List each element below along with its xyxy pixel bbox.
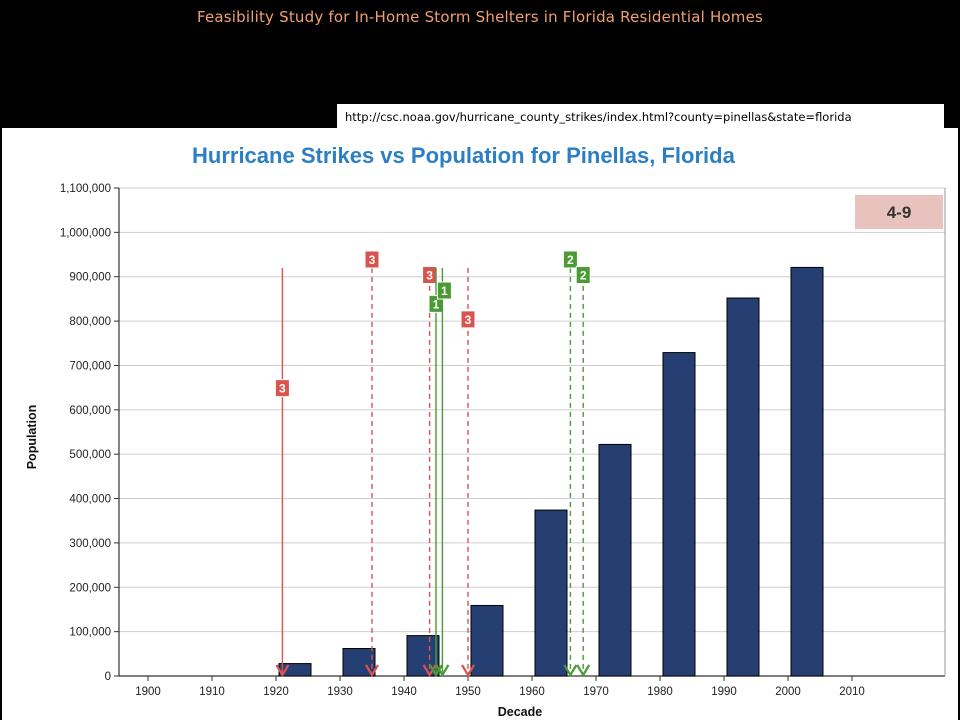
x-tick-label: 1980	[647, 686, 673, 698]
x-tick-label: 1970	[583, 686, 609, 698]
bar-1960	[534, 509, 568, 677]
y-tick-label: 1,100,000	[60, 183, 111, 195]
y-tick-label: 200,000	[69, 582, 111, 594]
strike-category-box-1935	[364, 250, 380, 269]
x-tick-label: 1920	[263, 686, 289, 698]
chart-title: Hurricane Strikes vs Population for Pine…	[192, 143, 736, 168]
strike-arrow-1945	[429, 664, 443, 678]
strike-category-label-1946: 1	[441, 284, 448, 298]
slide-title: Feasibility Study for In-Home Storm Shel…	[196, 8, 764, 26]
chart-panel: Hurricane Strikes vs Population for Pine…	[2, 128, 958, 720]
x-tick-label: 1950	[455, 686, 481, 698]
y-tick-label: 300,000	[69, 538, 111, 550]
x-tick-label: 2000	[775, 686, 801, 698]
strike-category-box-1950	[460, 310, 476, 329]
strike-arrow-1946	[435, 664, 450, 678]
y-tick-label: 400,000	[69, 494, 111, 506]
strike-count-badge-label: 4-9	[887, 203, 912, 222]
strike-category-label-1921: 3	[279, 382, 286, 396]
strike-arrow-1968	[576, 664, 591, 678]
x-tick-label: 2010	[839, 686, 865, 698]
strike-category-label-1968: 2	[580, 269, 587, 283]
strike-category-label-1944: 3	[426, 269, 433, 283]
bar-1970	[598, 443, 632, 677]
strike-count-badge	[855, 195, 943, 229]
x-tick-label: 1900	[135, 686, 161, 698]
y-axis-label: Population	[25, 405, 39, 470]
strike-arrow-1935	[365, 664, 379, 678]
strike-category-label-1950: 3	[465, 313, 472, 327]
x-tick-label: 1930	[327, 686, 353, 698]
x-tick-label: 1990	[711, 686, 737, 698]
strike-arrow-1921	[275, 664, 290, 678]
y-tick-label: 1,000,000	[60, 227, 111, 239]
strike-category-label-1945: 1	[433, 297, 440, 311]
x-tick-label: 1910	[199, 686, 225, 698]
strike-category-box-1921	[274, 379, 290, 398]
y-tick-label: 600,000	[69, 405, 111, 417]
y-tick-label: 100,000	[69, 627, 111, 639]
y-tick-label: 500,000	[69, 449, 111, 461]
strike-category-box-1946	[436, 281, 452, 300]
y-tick-label: 700,000	[69, 360, 111, 372]
hurricane-population-chart: Hurricane Strikes vs Population for Pine…	[25, 143, 946, 719]
source-url[interactable]: http://csc.noaa.gov/hurricane_county_str…	[337, 104, 944, 130]
x-tick-label: 1960	[519, 686, 545, 698]
y-tick-label: 0	[105, 671, 111, 683]
strike-category-box-1968	[575, 266, 591, 285]
bar-1950	[470, 604, 504, 677]
x-axis-label: Decade	[498, 705, 543, 719]
strike-category-label-1966: 2	[567, 253, 574, 267]
y-tick-label: 900,000	[69, 272, 111, 284]
bar-1990	[726, 297, 760, 677]
strike-arrow-1966	[563, 664, 578, 678]
x-tick-label: 1940	[391, 686, 417, 698]
strike-arrow-1950	[461, 664, 475, 678]
y-tick-label: 800,000	[69, 316, 111, 328]
bar-2000	[790, 266, 824, 677]
strike-arrow-1944	[422, 664, 437, 678]
strike-category-box-1966	[562, 250, 578, 269]
bar-1980	[662, 352, 696, 677]
strike-category-label-1935: 3	[369, 253, 376, 267]
